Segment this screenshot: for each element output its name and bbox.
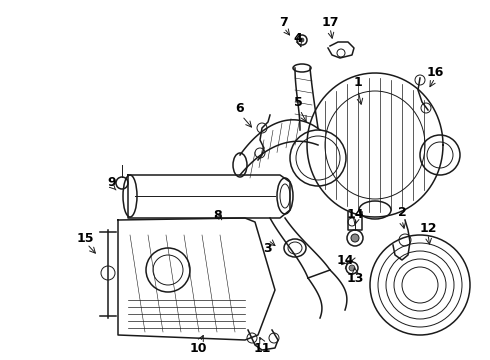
Text: 5: 5 (294, 95, 302, 108)
Text: 14: 14 (336, 253, 354, 266)
Text: 15: 15 (76, 231, 94, 244)
Circle shape (300, 38, 304, 42)
Circle shape (351, 234, 359, 242)
Text: 4: 4 (294, 32, 302, 45)
Text: 16: 16 (426, 66, 443, 78)
Text: 7: 7 (280, 15, 289, 28)
Text: 1: 1 (354, 76, 363, 89)
Circle shape (349, 265, 355, 271)
Text: 13: 13 (346, 271, 364, 284)
Text: 8: 8 (214, 208, 222, 221)
Text: 12: 12 (419, 221, 437, 234)
Text: 10: 10 (189, 342, 207, 355)
Text: 14: 14 (346, 207, 364, 220)
Text: 3: 3 (264, 242, 272, 255)
Text: 9: 9 (108, 176, 116, 189)
Text: 2: 2 (397, 206, 406, 219)
Text: 6: 6 (236, 102, 245, 114)
Text: 17: 17 (321, 15, 339, 28)
Text: 11: 11 (253, 342, 271, 355)
